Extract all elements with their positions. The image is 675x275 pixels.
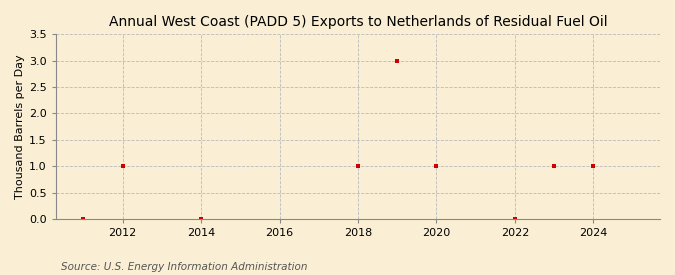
Title: Annual West Coast (PADD 5) Exports to Netherlands of Residual Fuel Oil: Annual West Coast (PADD 5) Exports to Ne… <box>109 15 608 29</box>
Text: Source: U.S. Energy Information Administration: Source: U.S. Energy Information Administ… <box>61 262 307 272</box>
Y-axis label: Thousand Barrels per Day: Thousand Barrels per Day <box>15 54 25 199</box>
